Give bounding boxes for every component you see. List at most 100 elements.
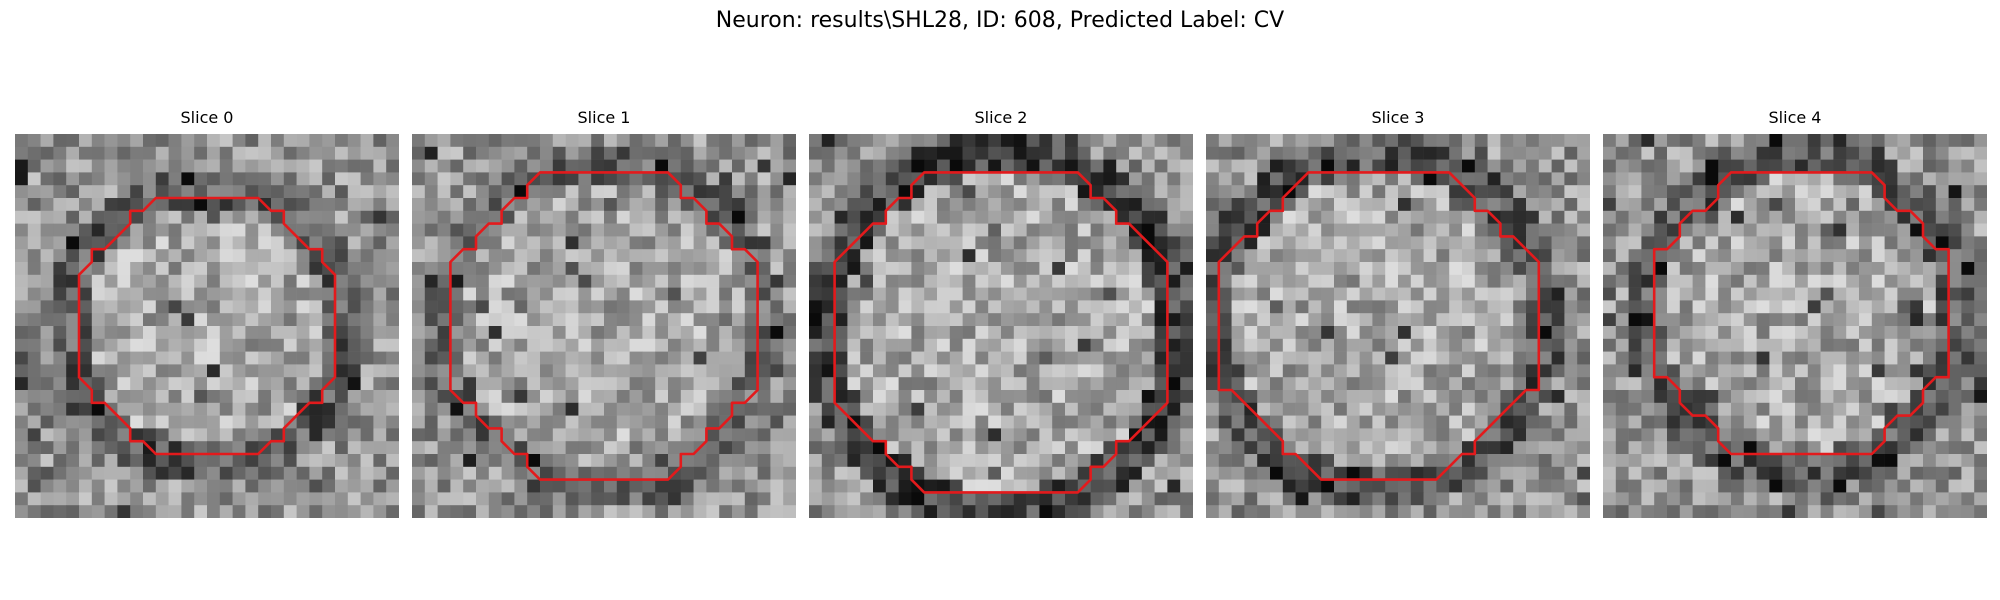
pixel: [322, 211, 335, 224]
pixel: [835, 262, 848, 275]
pixel: [156, 211, 169, 224]
pixel: [1065, 454, 1078, 467]
pixel: [1296, 326, 1309, 339]
pixel: [924, 454, 937, 467]
pixel: [322, 160, 335, 173]
pixel: [886, 185, 899, 198]
pixel: [604, 428, 617, 441]
pixel: [117, 185, 130, 198]
pixel: [514, 300, 527, 313]
pixel: [681, 428, 694, 441]
pixel: [1180, 428, 1193, 441]
pixel: [322, 390, 335, 403]
pixel: [873, 428, 886, 441]
pixel: [1039, 300, 1052, 313]
pixel: [655, 288, 668, 301]
pixel: [1219, 428, 1232, 441]
pixel: [706, 416, 719, 429]
pixel: [1116, 377, 1129, 390]
pixel: [1859, 134, 1872, 147]
pixel: [1616, 172, 1629, 185]
pixel: [1744, 339, 1757, 352]
pixel: [732, 236, 745, 249]
pixel: [181, 172, 194, 185]
pixel: [1603, 505, 1616, 518]
pixel: [1283, 505, 1296, 518]
pixel: [386, 249, 399, 262]
pixel: [1475, 416, 1488, 429]
pixel: [1065, 326, 1078, 339]
pixel: [425, 236, 438, 249]
pixel: [1398, 224, 1411, 237]
pixel: [1129, 441, 1142, 454]
pixel: [937, 249, 950, 262]
pixel: [1821, 262, 1834, 275]
pixel: [1116, 160, 1129, 173]
pixel: [1129, 147, 1142, 160]
pixel: [1039, 211, 1052, 224]
pixel: [1667, 428, 1680, 441]
pixel: [1757, 364, 1770, 377]
pixel: [1398, 134, 1411, 147]
pixel: [1923, 160, 1936, 173]
pixel: [1180, 480, 1193, 493]
pixel: [642, 339, 655, 352]
pixel: [1923, 147, 1936, 160]
pixel: [207, 416, 220, 429]
pixel: [412, 454, 425, 467]
pixel: [15, 185, 28, 198]
pixel: [130, 505, 143, 518]
pixel: [822, 160, 835, 173]
pixel: [335, 275, 348, 288]
pixel: [412, 403, 425, 416]
pixel: [1270, 275, 1283, 288]
pixel: [1616, 185, 1629, 198]
pixel: [1129, 390, 1142, 403]
pixel: [1424, 454, 1437, 467]
pixel: [1961, 454, 1974, 467]
pixel: [53, 441, 66, 454]
pixel: [1833, 224, 1846, 237]
pixel: [1398, 364, 1411, 377]
pixel: [988, 352, 1001, 365]
pixel: [1731, 480, 1744, 493]
pixel: [924, 390, 937, 403]
pixel: [1629, 262, 1642, 275]
pixel: [1731, 364, 1744, 377]
pixel: [1910, 390, 1923, 403]
pixel: [1449, 211, 1462, 224]
pixel: [1885, 160, 1898, 173]
pixel: [1232, 160, 1245, 173]
pixel: [1014, 326, 1027, 339]
pixel: [1744, 172, 1757, 185]
pixel: [1693, 339, 1706, 352]
pixel: [476, 198, 489, 211]
pixel: [502, 236, 515, 249]
pixel: [1347, 134, 1360, 147]
pixel: [194, 480, 207, 493]
pixel: [527, 275, 540, 288]
pixel: [694, 211, 707, 224]
pixel: [1103, 249, 1116, 262]
pixel: [476, 288, 489, 301]
pixel: [1001, 198, 1014, 211]
pixel: [847, 160, 860, 173]
pixel: [1411, 147, 1424, 160]
pixel: [1334, 467, 1347, 480]
pixel: [1757, 441, 1770, 454]
pixel: [1526, 198, 1539, 211]
pixel: [1526, 236, 1539, 249]
pixel: [476, 505, 489, 518]
pixel: [156, 492, 169, 505]
pixel: [1155, 467, 1168, 480]
pixel: [348, 198, 361, 211]
pixel: [566, 492, 579, 505]
pixel: [271, 326, 284, 339]
pixel: [309, 390, 322, 403]
pixel: [630, 224, 643, 237]
pixel: [1078, 326, 1091, 339]
pixel: [438, 300, 451, 313]
pixel: [873, 326, 886, 339]
pixel: [1910, 339, 1923, 352]
pixel: [1065, 236, 1078, 249]
